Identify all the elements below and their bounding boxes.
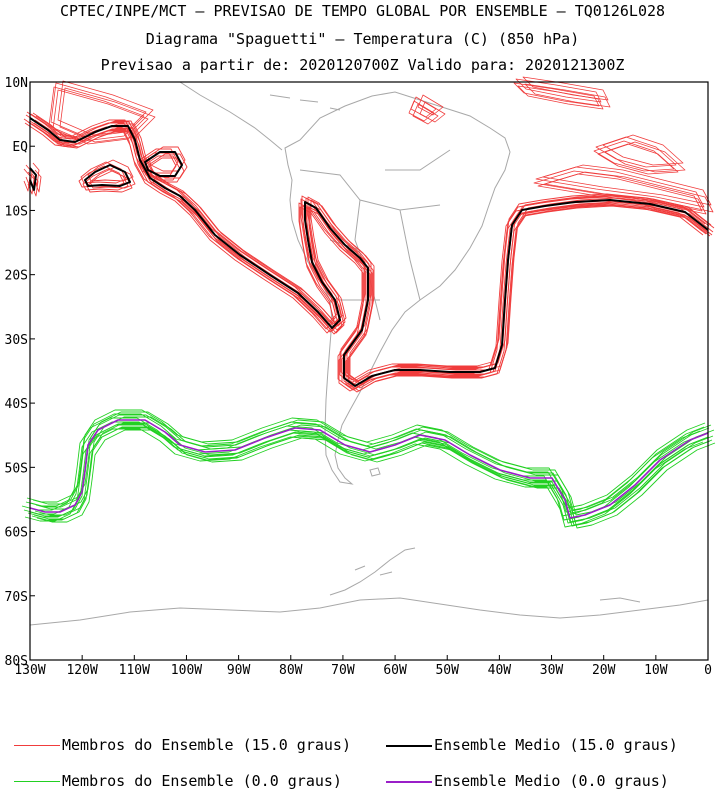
ensemble-member-0deg-line [26,409,706,509]
lon-tick-label: 10W [644,663,668,678]
caribbean-islands [269,94,341,111]
legend-swatch-red [14,745,60,746]
ensemble-member-15deg-line [593,140,675,172]
legend-label: Membros do Ensemble (0.0 graus) [62,772,342,790]
ensemble-member-15deg-line [23,118,703,388]
lon-tick-label: 110W [119,663,150,678]
map-frame [29,81,709,661]
ensemble-member-15deg-line [50,82,147,138]
ensemble-member-15deg-line [537,173,707,215]
ensemble-member-15deg-line [24,122,704,392]
ensemble-member-15deg-line [535,166,705,208]
ensemble-member-15deg-line [408,100,435,122]
lon-tick-label: 80W [279,663,303,678]
lat-tick-label: 10N [5,76,28,91]
lon-tick-label: 30W [540,663,564,678]
legend-item-members-15: Membros do Ensemble (15.0 graus) [14,736,351,754]
ensemble-member-0deg-line [36,429,716,529]
ensemble-mean-15deg-line [29,117,709,387]
ensemble-mean-0deg-line [29,419,709,519]
legend-swatch-purple [386,780,432,783]
ensemble-member-15deg-line [513,82,600,107]
lat-tick-label: 70S [5,590,28,605]
ensemble-member-15deg-line [604,141,686,173]
antarctic-islands [354,565,641,603]
falkland-islands [369,467,381,477]
legend-label: Ensemble Medio (15.0 graus) [434,736,678,754]
map-title-line-2: Diagrama "Spaguetti" — Temperatura (C) (… [145,30,580,48]
lat-tick-label: 60S [5,526,28,541]
lat-tick-label: 80S [5,654,28,669]
ensemble-member-15deg-line [25,148,179,188]
ensemble-member-15deg-line [52,89,149,145]
lon-tick-label: 70W [331,663,355,678]
legend-label: Membros do Ensemble (15.0 graus) [62,736,351,754]
map-title-line-1: CPTEC/INPE/MCT — PREVISAO DE TEMPO GLOBA… [59,2,666,20]
lon-tick-label: 50W [435,663,459,678]
axis-ticks: 130W 120W 110W 100W 90W 80W 70W 60W 50W 40W 30W 20W… [5,76,712,678]
ensemble-member-0deg-line [32,411,712,511]
ensemble-member-0deg-line [21,417,701,517]
spaghetti-lines [21,76,716,529]
ensemble-member-15deg-line [602,134,684,166]
ensemble-member-15deg-line [27,121,707,391]
ensemble-member-15deg-line [524,83,611,108]
ensemble-member-0deg-line [23,421,703,521]
ensemble-member-0deg-line [25,413,705,513]
ensemble-mean-15deg-line [29,151,183,191]
lat-tick-label: 10S [5,204,28,219]
antarctica-coastline [29,547,709,626]
ensemble-member-15deg-line [533,170,703,212]
ensemble-member-15deg-line [31,123,711,393]
lat-tick-label: 30S [5,333,28,348]
ensemble-member-0deg-line [27,424,707,524]
lat-tick-label: EQ [12,140,28,155]
ensemble-member-15deg-line [417,94,444,116]
legend-item-mean-15: Ensemble Medio (15.0 graus) [386,736,678,754]
ensemble-member-15deg-line [29,120,709,390]
map-title-line-3: Previsao a partir de: 2020120700Z Valido… [100,56,625,74]
ensemble-member-15deg-line [542,164,712,206]
lon-tick-label: 0 [704,663,712,678]
ensemble-member-0deg-line [35,416,715,516]
lon-tick-label: 90W [227,663,251,678]
legend-label: Ensemble Medio (0.0 graus) [434,772,669,790]
lon-tick-label: 130W [14,663,45,678]
legend-item-mean-0: Ensemble Medio (0.0 graus) [386,772,669,790]
ensemble-member-15deg-line [48,86,145,142]
coastline-layer [29,81,709,626]
lon-tick-label: 120W [66,663,97,678]
lat-tick-label: 50S [5,461,28,476]
lon-tick-label: 60W [383,663,407,678]
legend-item-members-0: Membros do Ensemble (0.0 graus) [14,772,342,790]
legend-swatch-black [386,744,432,747]
lon-tick-label: 100W [171,663,202,678]
lon-tick-label: 20W [592,663,616,678]
ensemble-member-15deg-line [515,78,602,103]
ensemble-member-15deg-line [412,103,439,125]
ensemble-member-15deg-line [59,87,156,143]
ensemble-member-0deg-line [34,422,714,522]
legend-swatch-green [14,781,60,782]
lat-tick-label: 40S [5,397,28,412]
ensemble-member-15deg-line [57,80,154,136]
lon-tick-label: 40W [488,663,512,678]
ensemble-member-15deg-line [23,152,177,192]
ensemble-member-15deg-line [419,101,446,123]
ensemble-member-15deg-line [25,114,705,384]
central-america-coastline [179,81,283,151]
ensemble-member-0deg-line [24,428,704,528]
lat-tick-label: 20S [5,269,28,284]
ensemble-member-15deg-line [522,76,609,101]
